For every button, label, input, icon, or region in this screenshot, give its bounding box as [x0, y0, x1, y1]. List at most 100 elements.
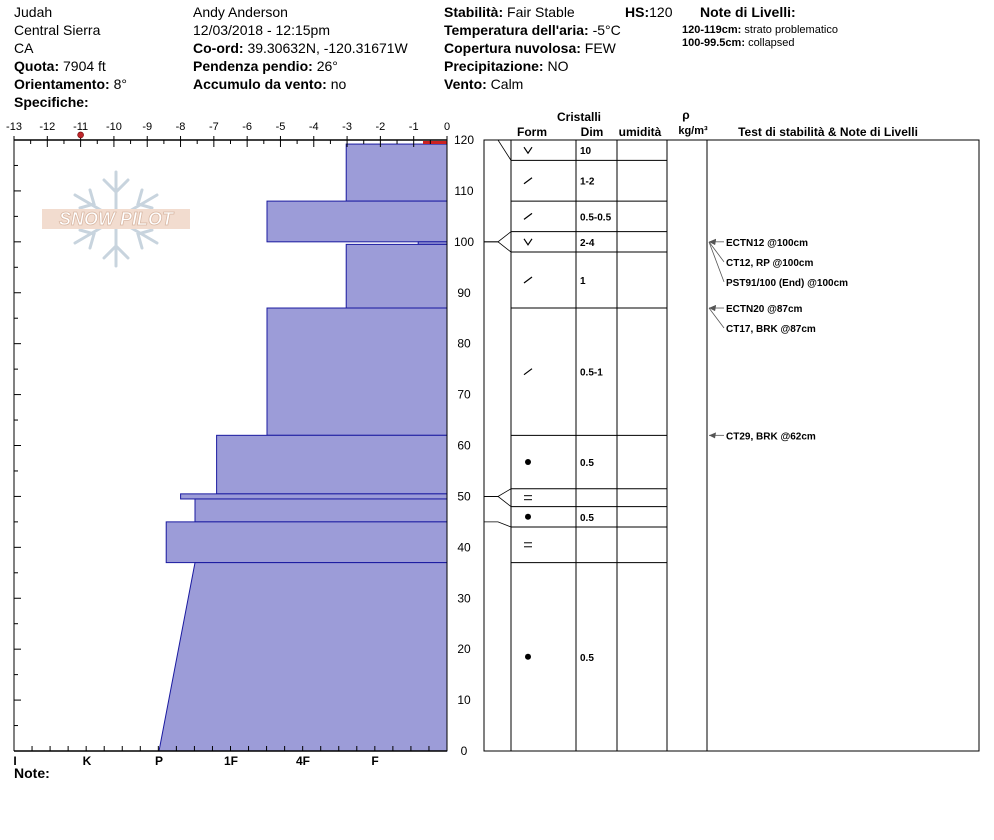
- rho-header: ρ: [682, 108, 689, 122]
- height-tick-label: 110: [454, 184, 473, 198]
- logo-banner: [42, 209, 190, 229]
- stability-test: ECTN12 @100cm: [726, 238, 808, 249]
- hardness-tick-label: K: [83, 754, 92, 768]
- hardness-layer: [345, 243, 448, 309]
- layer-note: 100-99.5cm: collapsed: [682, 37, 795, 49]
- temp-tick-label: -1: [409, 121, 419, 133]
- crystals-header: Cristalli: [557, 110, 601, 124]
- observer: Andy Anderson: [193, 4, 288, 20]
- location: Judah: [14, 4, 53, 20]
- coordinates: Co-ord: 39.30632N, -120.31671W: [193, 40, 408, 57]
- crystal-size: 0.5: [580, 458, 594, 469]
- crystal-size: 1-2: [580, 177, 595, 188]
- layer-note-text: strato problematico: [744, 24, 838, 36]
- layer-note-range: 120-119cm:: [682, 24, 742, 36]
- crystal-size: 0.5-1: [580, 368, 603, 379]
- precip-value: NO: [547, 58, 569, 74]
- height-tick-label: 80: [457, 337, 471, 351]
- height-tick-label: 90: [457, 286, 471, 300]
- height-tick-label: 0: [461, 744, 468, 758]
- state: CA: [14, 40, 34, 56]
- height-tick-label: 70: [457, 388, 471, 402]
- hardness-layer: [345, 143, 448, 202]
- wind-load-label: Accumulo da vento:: [193, 76, 327, 92]
- layer-note-range: 100-99.5cm:: [682, 37, 745, 49]
- temp-tick-label: -5: [276, 121, 286, 133]
- hardness-layer: [165, 521, 448, 564]
- wind-load-value: no: [330, 76, 347, 92]
- test-arrowhead: [709, 238, 716, 245]
- wind-label: Vento:: [444, 76, 487, 92]
- crystal-form-icon: [523, 368, 533, 376]
- temp-tick-label: -13: [6, 121, 22, 133]
- temp-tick-label: -10: [106, 121, 122, 133]
- hardness-layer: [158, 562, 448, 752]
- layer-note: 120-119cm: strato problematico: [682, 24, 838, 36]
- layer-connector: [484, 521, 512, 528]
- cloud-value: FEW: [584, 40, 616, 56]
- coord-label: Co-ord:: [193, 40, 244, 56]
- layer-connector: [484, 231, 512, 243]
- height-tick-label: 50: [457, 489, 471, 503]
- hardness-layer: [194, 498, 448, 523]
- snowpilot-logo: SNOW PILOT: [42, 170, 190, 268]
- crystal-form-icon: [523, 238, 533, 246]
- temperature-point: [77, 131, 84, 139]
- crystal-form-icon: [525, 459, 531, 466]
- layer-connector: [484, 139, 512, 161]
- aspect-value: 8°: [113, 76, 127, 92]
- note-label: Note:: [14, 765, 50, 781]
- layer-connector: [484, 496, 512, 507]
- coord-value: 39.30632N, -120.31671W: [247, 40, 408, 56]
- crystal-form-icon: [523, 146, 533, 155]
- hs-value: 120: [649, 4, 673, 20]
- temp-tick-label: -7: [209, 121, 219, 133]
- cloud-cover: Copertura nuvolosa: FEW: [444, 40, 616, 57]
- cloud-label: Copertura nuvolosa:: [444, 40, 581, 56]
- hardness-layer: [216, 434, 448, 495]
- temp-tick-label: -3: [342, 121, 352, 133]
- crystal-form-icon: [523, 177, 533, 185]
- wind: Vento: Calm: [444, 76, 523, 93]
- datetime: 12/03/2018 - 12:15pm: [193, 22, 330, 38]
- aspect-label: Orientamento:: [14, 76, 110, 92]
- stability-label: Stabilità:: [444, 4, 504, 20]
- elevation-value: 7904 ft: [63, 58, 106, 74]
- air-temp-label: Temperatura dell'aria:: [444, 22, 589, 38]
- stability-test: PST91/100 (End) @100cm: [726, 278, 848, 289]
- hardness-layer: [180, 493, 448, 500]
- precipitation: Precipitazione: NO: [444, 58, 568, 75]
- slope-value: 26°: [316, 58, 338, 74]
- height-tick-label: 30: [457, 591, 471, 605]
- crystal-form-icon: [525, 653, 531, 660]
- range: Central Sierra: [14, 22, 101, 38]
- temp-tick-label: -8: [176, 121, 186, 133]
- wind-load: Accumulo da vento: no: [193, 76, 346, 93]
- form-header: Form: [517, 125, 547, 139]
- temp-tick-label: -12: [39, 121, 55, 133]
- slope-label: Pendenza pendio:: [193, 58, 313, 74]
- height-tick-label: 10: [457, 693, 471, 707]
- hardness-tick-label: P: [155, 754, 163, 768]
- crystal-size: 0.5-0.5: [580, 212, 612, 223]
- layer-note-text: collapsed: [748, 37, 795, 49]
- crystal-size: 0.5: [580, 653, 594, 664]
- stability-test: CT17, BRK @87cm: [726, 324, 816, 335]
- logo-text: SNOW PILOT: [59, 209, 175, 229]
- moisture-header: umidità: [619, 125, 662, 139]
- temp-tick-label: -4: [309, 121, 319, 133]
- stability-value: Fair Stable: [507, 4, 575, 20]
- test-arrow: [708, 307, 725, 329]
- stability-test: CT29, BRK @62cm: [726, 431, 816, 442]
- layer-connector: [484, 241, 512, 253]
- layer-connector: [484, 488, 512, 497]
- height-tick-label: 120: [454, 133, 474, 147]
- test-arrow: [708, 241, 725, 263]
- crystal-size: 2-4: [580, 238, 595, 249]
- hs-label: HS:: [625, 4, 650, 20]
- size-header: Dim: [581, 125, 604, 139]
- crystal-size: 0.5: [580, 513, 594, 524]
- test-arrowhead: [709, 432, 716, 439]
- hs: HS:120: [625, 4, 672, 21]
